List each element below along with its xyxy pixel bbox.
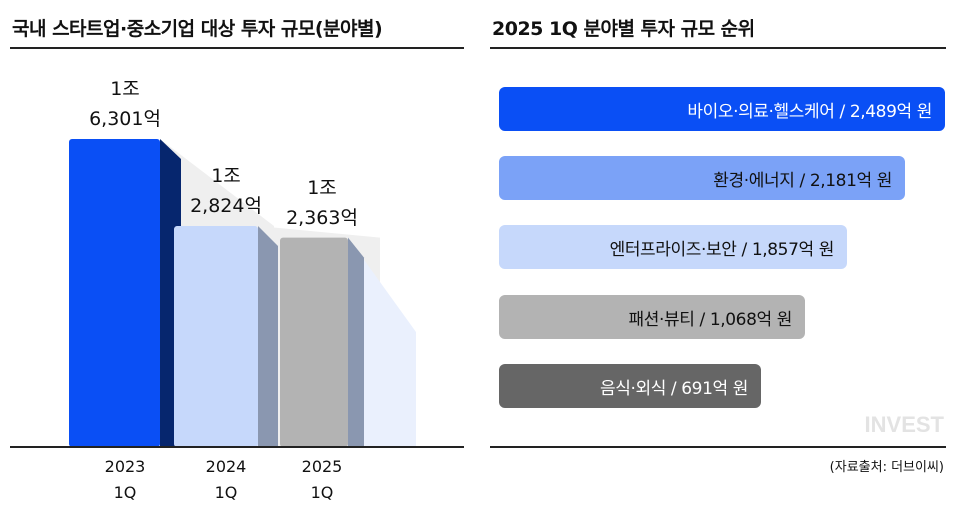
- left-bar-chart: [69, 139, 416, 447]
- bar-2024: [174, 226, 258, 447]
- right-chart-title: 2025 1Q 분야별 투자 규모 순위: [492, 18, 755, 40]
- left-axis-baseline: [10, 446, 464, 448]
- value-line1: 1조: [110, 78, 140, 100]
- bar-side-face: [258, 226, 278, 447]
- ranking-bar: 환경·에너지 / 2,181억 원: [499, 156, 905, 200]
- ranking-bar: 패션·뷰티 / 1,068억 원: [499, 295, 805, 339]
- x-tick-label: 2023 1Q: [85, 454, 165, 506]
- ranking-bar-label: 바이오·의료·헬스케어 / 2,489억 원: [687, 101, 932, 122]
- left-chart-title: 국내 스타트업·중소기업 대상 투자 규모(분야별): [12, 18, 383, 40]
- tick-quarter: 1Q: [310, 483, 334, 502]
- ranking-bar: 엔터프라이즈·보안 / 1,857억 원: [499, 225, 847, 269]
- value-line2: 2,824억: [190, 195, 262, 218]
- right-title-divider: [490, 47, 946, 49]
- value-line2: 6,301억: [89, 108, 161, 130]
- left-title-divider: [10, 47, 464, 49]
- ranking-bar-label: 환경·에너지 / 2,181억 원: [713, 170, 892, 191]
- ranking-bar-label: 엔터프라이즈·보안 / 1,857억 원: [609, 239, 835, 260]
- ranking-bar-label: 음식·외식 / 691억 원: [599, 378, 748, 399]
- bar-2023: [69, 139, 160, 447]
- tick-quarter: 1Q: [113, 483, 137, 502]
- ranking-bar: 음식·외식 / 691억 원: [499, 364, 761, 408]
- tick-year: 2024: [205, 457, 247, 476]
- ranking-bar-label: 패션·뷰티 / 1,068억 원: [628, 309, 793, 330]
- x-tick-label: 2025 1Q: [282, 454, 362, 506]
- tick-quarter: 1Q: [214, 483, 238, 502]
- tick-year: 2023: [104, 457, 146, 476]
- bar-value-label: 1조 2,824억: [166, 161, 286, 221]
- bar-value-label: 1조 6,301억: [65, 74, 185, 134]
- bar-2025: [280, 237, 348, 447]
- value-line1: 1조: [307, 176, 337, 199]
- bar-value-label: 1조 2,363억: [262, 173, 382, 233]
- ranking-bar: 바이오·의료·헬스케어 / 2,489억 원: [499, 87, 945, 131]
- source-note: (자료출처: 더브이씨): [829, 460, 944, 475]
- value-line2: 2,363억: [286, 206, 358, 229]
- value-line1: 1조: [211, 165, 241, 188]
- tick-year: 2025: [301, 457, 343, 476]
- bar-shadow: [348, 237, 416, 447]
- invest-watermark: INVEST: [864, 412, 944, 437]
- bar-side-face: [348, 237, 364, 447]
- right-axis-baseline: [490, 446, 946, 448]
- x-tick-label: 2024 1Q: [186, 454, 266, 506]
